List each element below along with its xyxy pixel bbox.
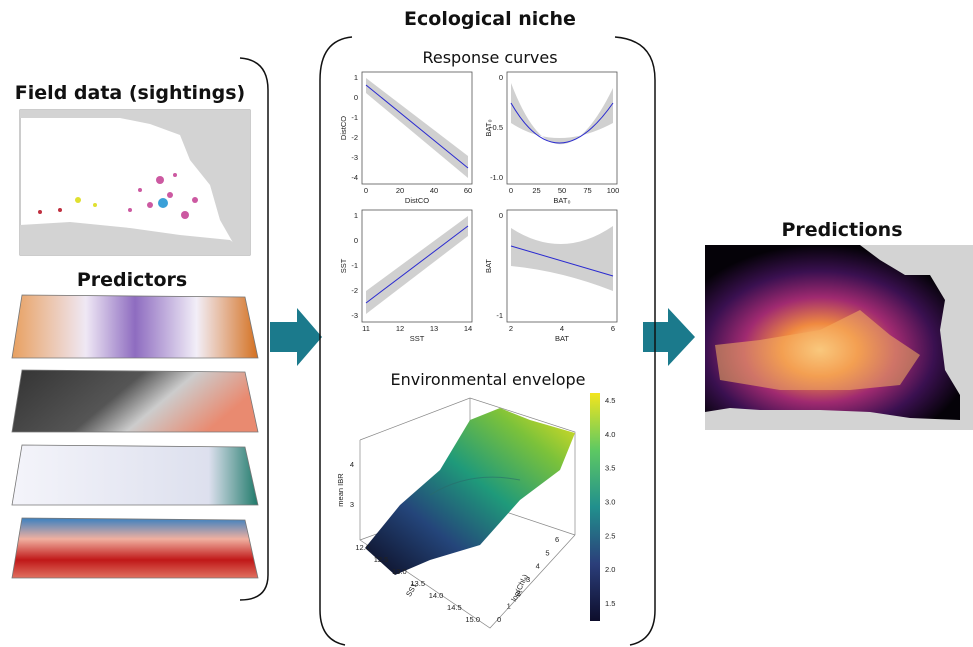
y-tick-label: 5 [545, 548, 549, 557]
colorbar-tick-label: 2.0 [605, 565, 615, 574]
x-tick-label: 12 [396, 324, 404, 333]
x-axis-label: DistCO [405, 196, 429, 205]
y-tick-label: 1 [354, 73, 358, 82]
x-axis-label: BAT₀ [553, 196, 570, 205]
x-tick-label: 14.5 [447, 603, 462, 612]
y-tick-label: 4 [536, 562, 540, 571]
z-tick-label: 4 [350, 460, 354, 469]
y-axis-label: BAT₀ [484, 119, 493, 136]
x-tick-label: 11 [362, 324, 370, 333]
y-tick-label: -3 [351, 153, 358, 162]
y-tick-label: 0 [354, 93, 358, 102]
response-curves-title: Response curves [422, 48, 557, 67]
predictor-layers [12, 295, 258, 578]
y-tick-label: -4 [351, 173, 358, 182]
y-tick-label: -3 [351, 311, 358, 320]
y-tick-label: 0 [354, 236, 358, 245]
x-axis-label: SST [410, 334, 425, 343]
x-tick-label: 4 [560, 324, 564, 333]
response-curve [366, 85, 468, 168]
z-tick-label: 3 [350, 500, 354, 509]
colorbar [590, 393, 600, 621]
x-tick-label: 50 [558, 186, 566, 195]
confidence-band [511, 226, 613, 291]
sightings-map [20, 110, 250, 255]
x-tick-label: 14.0 [429, 591, 444, 600]
y-tick-label: -1.0 [490, 173, 503, 182]
y-tick-label: 0 [497, 615, 501, 624]
x-tick-label: 40 [430, 186, 438, 195]
predictions-map [705, 245, 973, 430]
x-tick-label: 12.5 [374, 555, 389, 564]
y-axis-label: SST [339, 258, 348, 273]
y-tick-label: 0 [499, 73, 503, 82]
predictors-title: Predictors [77, 269, 187, 291]
x-tick-label: 13 [430, 324, 438, 333]
arrow [643, 308, 695, 366]
envelope-title: Environmental envelope [390, 370, 585, 389]
y-tick-label: -2 [351, 286, 358, 295]
y-tick-label: 6 [555, 535, 559, 544]
y-tick-label: 1 [354, 211, 358, 220]
x-tick-label: 0 [509, 186, 513, 195]
x-tick-label: 15.0 [465, 615, 480, 624]
y-tick-label: -1 [351, 261, 358, 270]
z-axis-label: mean IBR [336, 473, 345, 507]
y-tick-label: 0 [499, 211, 503, 220]
x-tick-label: 13.0 [392, 567, 407, 576]
x-axis-label: BAT [555, 334, 569, 343]
colorbar-tick-label: 3.5 [605, 464, 615, 473]
colorbar-tick-label: 4.5 [605, 396, 615, 405]
surface-plot [360, 398, 575, 628]
y-axis-label: BAT [484, 259, 493, 273]
field-data-title: Field data (sightings) [15, 82, 245, 104]
x-tick-label: 14 [464, 324, 472, 333]
x-tick-label: 6 [611, 324, 615, 333]
y-tick-label: -1 [496, 311, 503, 320]
x-tick-label: 60 [464, 186, 472, 195]
response-curve [366, 226, 468, 303]
colorbar-tick-label: 4.0 [605, 430, 615, 439]
y-tick-label: -2 [351, 133, 358, 142]
x-tick-label: 12.0 [355, 543, 370, 552]
y-axis-label: DistCO [339, 116, 348, 140]
colorbar-tick-label: 2.5 [605, 531, 615, 540]
x-tick-label: 2 [509, 324, 513, 333]
colorbar-tick-label: 1.5 [605, 599, 615, 608]
x-tick-label: 0 [364, 186, 368, 195]
x-tick-label: 100 [607, 186, 620, 195]
confidence-band [366, 78, 468, 178]
colorbar-tick-label: 3.0 [605, 497, 615, 506]
y-tick-label: -1 [351, 113, 358, 122]
diagram: Field data (sightings) Predictors Ecolog… [0, 0, 973, 647]
predictions-title: Predictions [781, 219, 902, 241]
confidence-band [511, 83, 613, 144]
x-tick-label: 25 [532, 186, 540, 195]
niche-title: Ecological niche [404, 8, 576, 30]
y-tick-label: 1 [507, 602, 511, 611]
x-tick-label: 75 [583, 186, 591, 195]
x-tick-label: 20 [396, 186, 404, 195]
arrow [270, 308, 322, 366]
